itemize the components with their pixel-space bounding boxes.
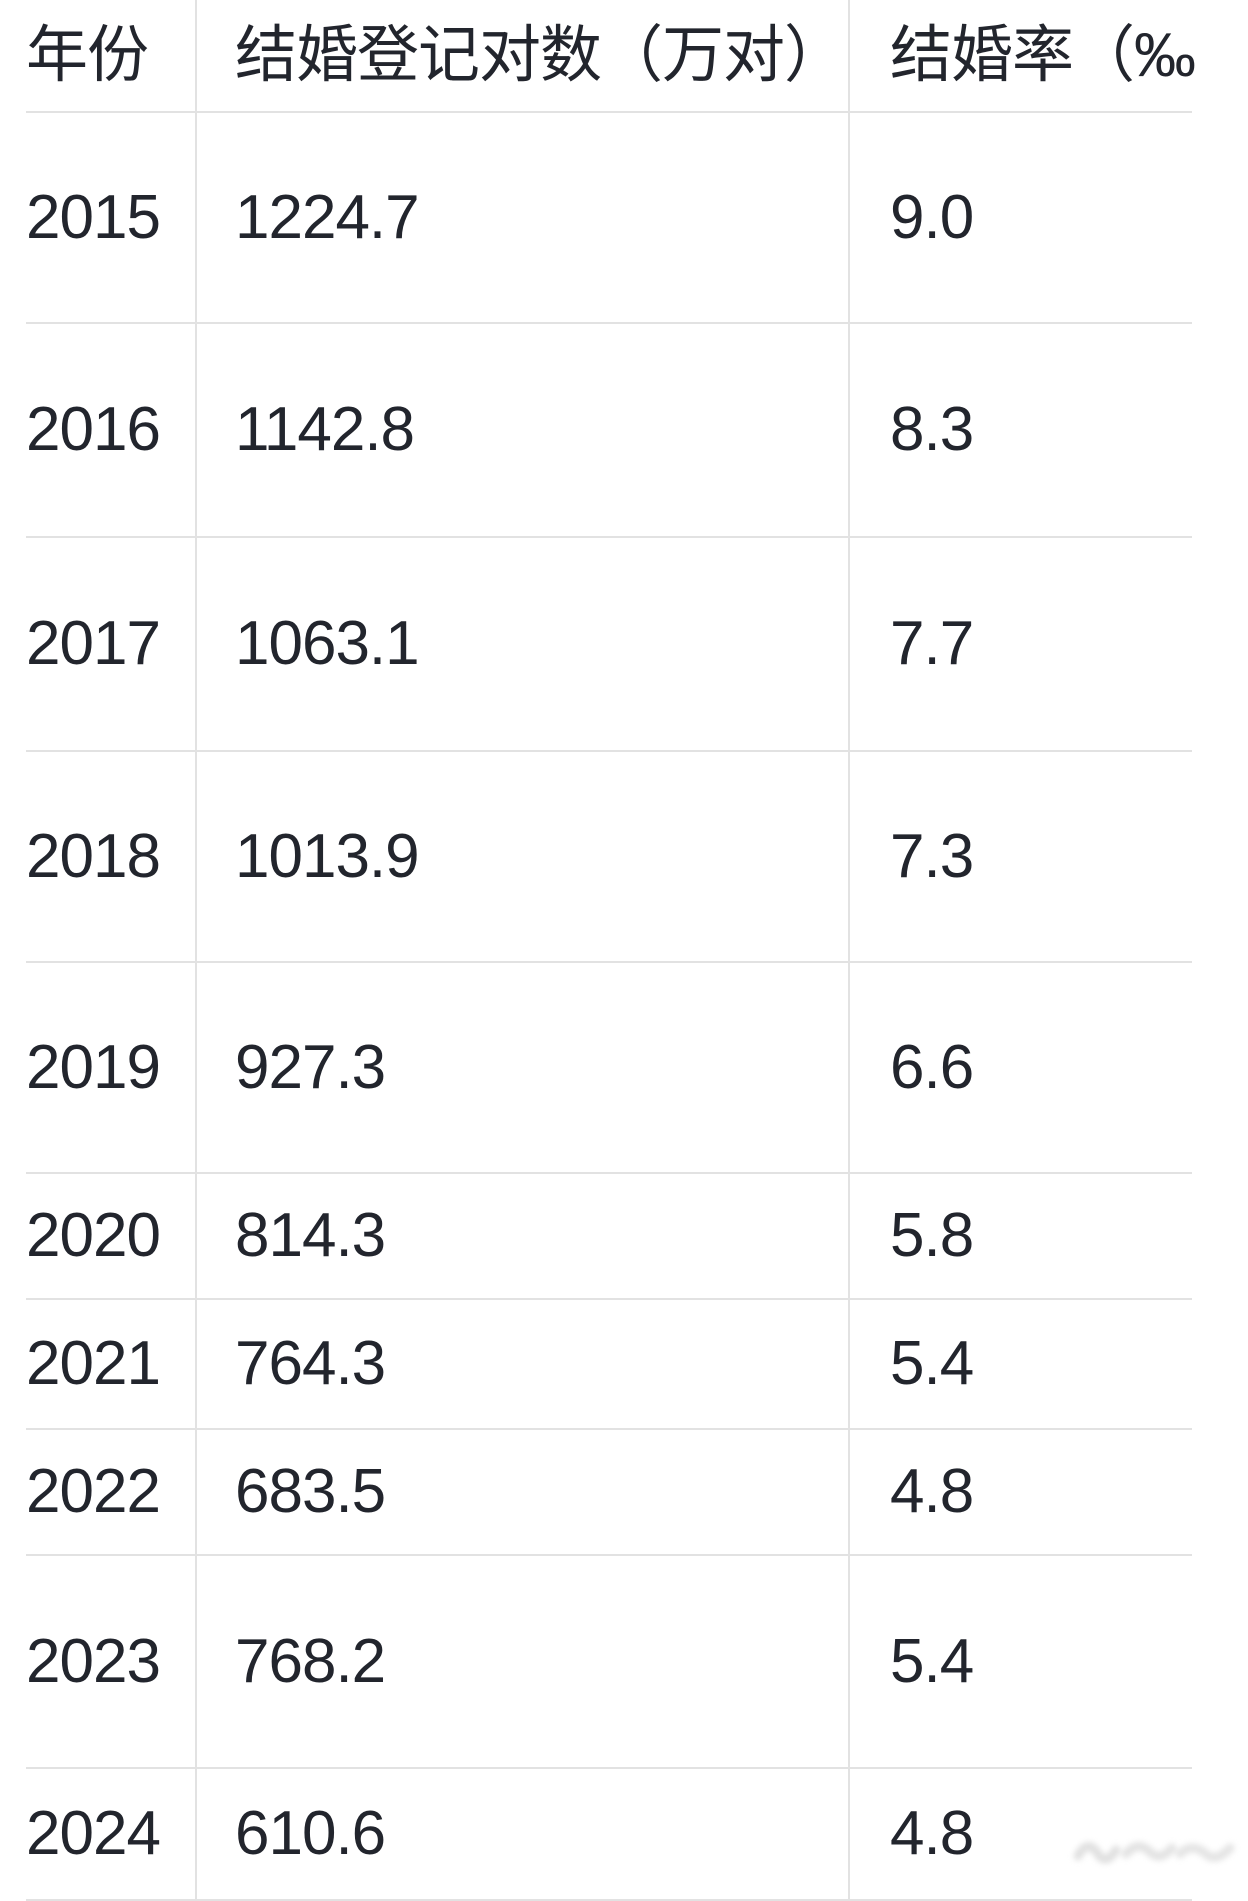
rate-cell: 4.8 xyxy=(890,1457,974,1526)
registrations-cell: 764.3 xyxy=(197,1300,850,1428)
rate-cell: 5.4 xyxy=(890,1329,974,1398)
registrations-cell: 1224.7 xyxy=(197,113,850,322)
year-cell: 2021 xyxy=(26,1300,197,1428)
registrations-cell: 1013.9 xyxy=(197,752,850,961)
year-cell: 2019 xyxy=(26,963,197,1172)
table-row: 2015 1224.7 9.0 xyxy=(26,113,1192,324)
year-cell: 2016 xyxy=(26,324,197,536)
table-row: 2023 768.2 5.4 xyxy=(26,1556,1192,1769)
rate-cell: 7.3 xyxy=(890,821,974,891)
registrations-cell: 1142.8 xyxy=(197,324,850,536)
year-cell: 2024 xyxy=(26,1769,197,1899)
table-row: 2022 683.5 4.8 xyxy=(26,1430,1192,1556)
table-row: 2016 1142.8 8.3 xyxy=(26,324,1192,538)
year-cell: 2015 xyxy=(26,113,197,322)
registrations-cell: 1063.1 xyxy=(197,538,850,750)
registrations-cell: 927.3 xyxy=(197,963,850,1172)
table-header-row: 年份 结婚登记对数（万对） 结婚率（‰ xyxy=(26,0,1196,113)
registrations-cell: 814.3 xyxy=(197,1174,850,1298)
year-cell: 2023 xyxy=(26,1556,197,1767)
rate-cell: 8.3 xyxy=(890,395,974,464)
table-row: 2024 610.6 4.8 xyxy=(26,1769,1192,1901)
header-rate: 结婚率（‰ xyxy=(890,20,1196,90)
rate-cell: 7.7 xyxy=(890,609,974,678)
registrations-cell: 683.5 xyxy=(197,1430,850,1554)
year-cell: 2020 xyxy=(26,1174,197,1298)
marriage-statistics-table: 年份 结婚登记对数（万对） 结婚率（‰ 2015 1224.7 9.0 2016… xyxy=(26,0,1196,1901)
rate-cell: 6.6 xyxy=(890,1032,974,1102)
header-registrations: 结婚登记对数（万对） xyxy=(197,0,850,111)
rate-cell: 4.8 xyxy=(890,1799,974,1868)
year-cell: 2017 xyxy=(26,538,197,750)
table-row: 2019 927.3 6.6 xyxy=(26,963,1192,1174)
rate-cell: 5.4 xyxy=(890,1626,974,1696)
rate-cell: 5.8 xyxy=(890,1201,974,1270)
registrations-cell: 610.6 xyxy=(197,1769,850,1899)
year-cell: 2022 xyxy=(26,1430,197,1554)
table-row: 2018 1013.9 7.3 xyxy=(26,752,1192,963)
table-row: 2017 1063.1 7.7 xyxy=(26,538,1192,752)
table-row: 2020 814.3 5.8 xyxy=(26,1174,1192,1300)
rate-cell: 9.0 xyxy=(890,182,974,252)
table-row: 2021 764.3 5.4 xyxy=(26,1300,1192,1430)
registrations-cell: 768.2 xyxy=(197,1556,850,1767)
header-year: 年份 xyxy=(26,0,197,111)
year-cell: 2018 xyxy=(26,752,197,961)
